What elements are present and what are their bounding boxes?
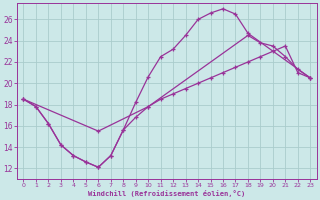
X-axis label: Windchill (Refroidissement éolien,°C): Windchill (Refroidissement éolien,°C) [88, 190, 245, 197]
